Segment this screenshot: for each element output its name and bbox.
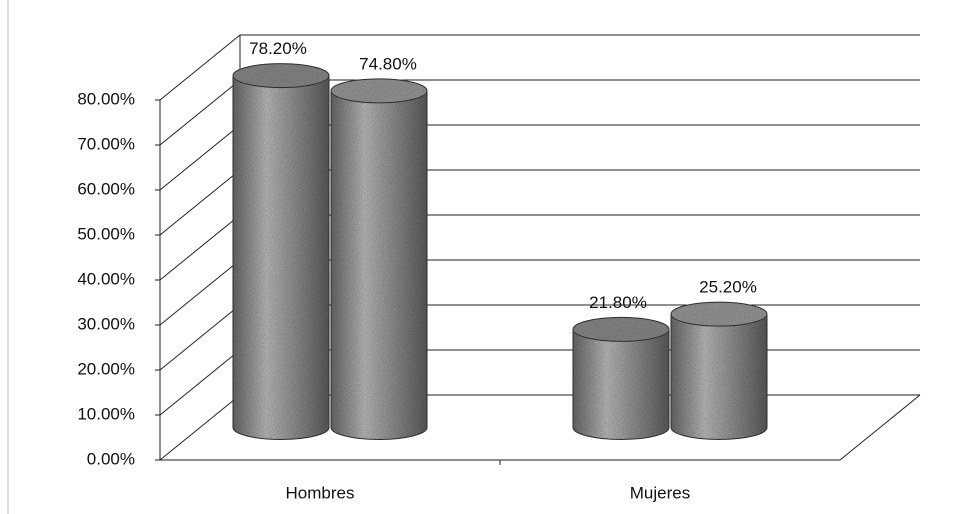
- grid-line: [159, 34, 241, 101]
- grid-line: [159, 79, 241, 146]
- data-label: 21.80%: [589, 293, 647, 312]
- y-tick-label: 70.00%: [77, 134, 135, 153]
- grid-line: [159, 259, 241, 326]
- cylinder-top: [330, 78, 428, 104]
- data-label: 25.20%: [699, 278, 757, 297]
- y-tick-label: 80.00%: [77, 89, 135, 108]
- y-tick-label: 0.00%: [87, 449, 135, 468]
- x-tick-label: Hombres: [286, 483, 355, 502]
- data-label: 74.80%: [359, 54, 417, 73]
- grid-line: [159, 124, 241, 191]
- x-tick-label: Mujeres: [630, 483, 690, 502]
- y-tick-label: 50.00%: [77, 224, 135, 243]
- data-label: 78.20%: [249, 39, 307, 58]
- y-tick-label: 40.00%: [77, 269, 135, 288]
- grid-line: [159, 349, 241, 416]
- cylinder-top: [572, 316, 670, 342]
- y-tick-label: 30.00%: [77, 314, 135, 333]
- grid-line: [159, 394, 241, 461]
- y-tick-label: 20.00%: [77, 359, 135, 378]
- y-tick-label: 10.00%: [77, 404, 135, 423]
- cylinder-top: [232, 63, 330, 89]
- grid-line: [159, 169, 241, 236]
- grid-line: [159, 214, 241, 281]
- cylinder: [330, 90, 428, 440]
- cylinder-top: [670, 301, 768, 327]
- grid-line: [159, 304, 241, 371]
- floor-right: [839, 394, 921, 461]
- cylinder: [232, 75, 330, 440]
- cylinder: [670, 314, 768, 440]
- y-tick-label: 60.00%: [77, 179, 135, 198]
- cylinder: [572, 329, 670, 440]
